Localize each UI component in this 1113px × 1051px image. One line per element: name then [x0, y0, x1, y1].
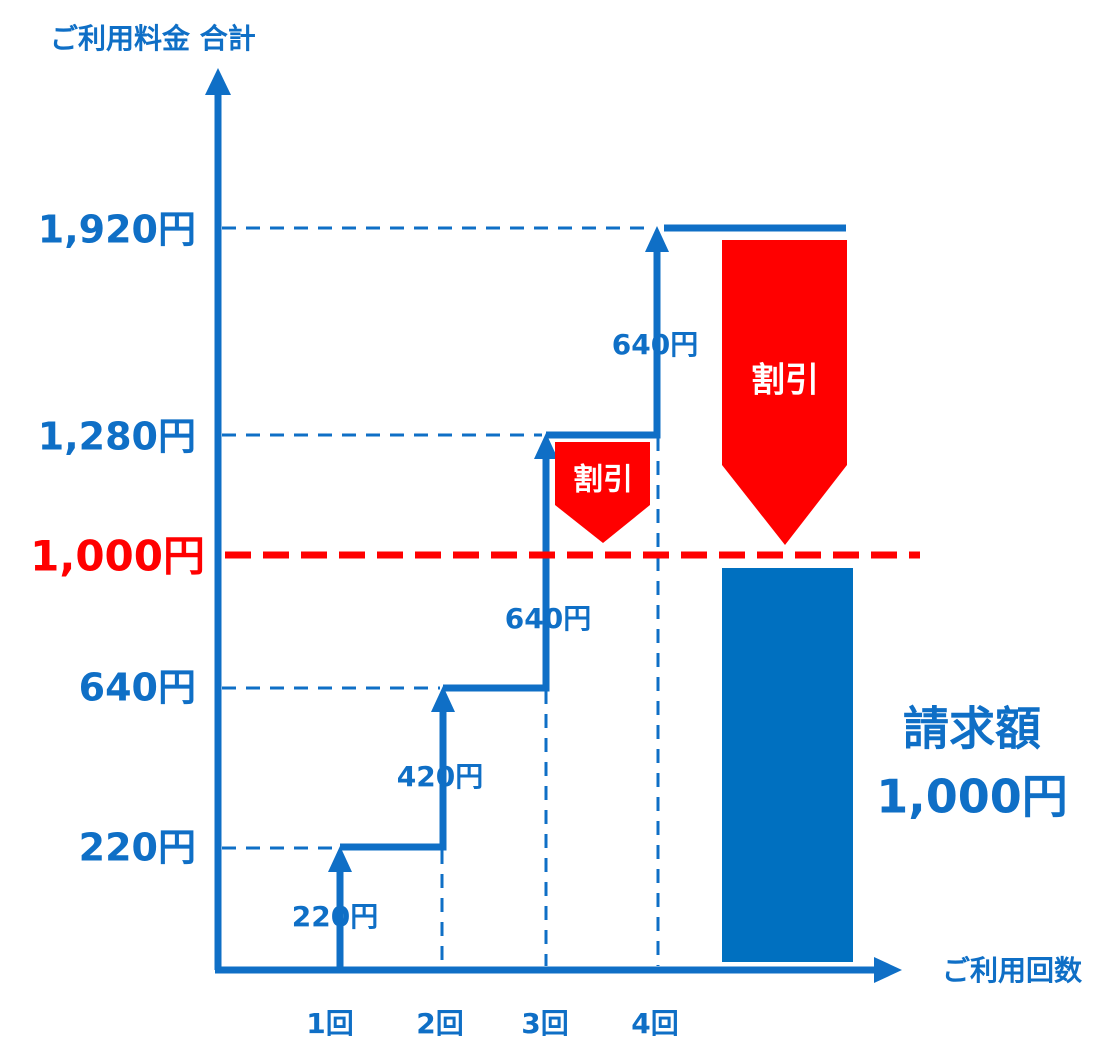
discount-label: 割引 [751, 361, 819, 401]
threshold-label: 1,000円 [30, 532, 205, 581]
discount-arrow [722, 240, 847, 545]
guides [222, 226, 660, 966]
discount-label: 割引 [573, 463, 633, 498]
step-label: 420円 [397, 760, 483, 793]
x-tick-label: 4回 [631, 1007, 678, 1040]
y-tick-label: 220円 [79, 826, 196, 870]
billed-bar [722, 568, 853, 962]
x-tick-label: 3回 [521, 1007, 568, 1040]
x-tick-label: 1回 [306, 1007, 353, 1040]
discount-arrow [555, 442, 650, 543]
step-label: 220円 [292, 900, 378, 933]
y-tick-label: 640円 [79, 666, 196, 710]
result-amount: 1,000円 [876, 770, 1068, 824]
y-tick-label: 1,920円 [38, 208, 196, 252]
step-label: 640円 [505, 602, 591, 635]
step-label: 640円 [612, 328, 698, 361]
title: ご利用料金 合計 [50, 22, 256, 55]
steps [328, 224, 846, 970]
axes [205, 68, 902, 983]
x-tick-label: 2回 [416, 1007, 463, 1040]
y-tick-label: 1,280円 [38, 415, 196, 459]
x-axis-label: ご利用回数 [942, 954, 1083, 987]
result-label: 請求額 [903, 702, 1041, 756]
